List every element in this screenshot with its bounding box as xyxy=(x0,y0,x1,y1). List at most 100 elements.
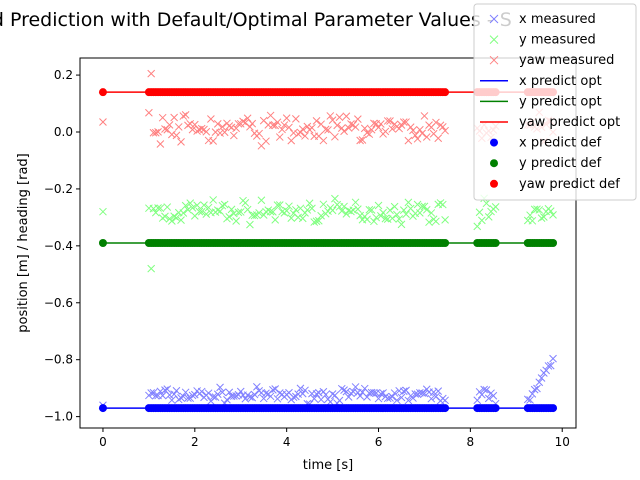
prediction-dot xyxy=(441,404,450,413)
measured-point xyxy=(179,392,188,401)
measured-point xyxy=(287,136,296,145)
prediction-dot xyxy=(98,88,107,97)
measured-point xyxy=(296,128,305,137)
measured-point xyxy=(383,117,392,125)
measured-point xyxy=(156,204,165,213)
measured-point xyxy=(395,124,404,133)
measured-point xyxy=(220,200,229,209)
measured-point xyxy=(427,209,436,217)
measured-point xyxy=(227,123,236,132)
measured-point xyxy=(526,211,534,220)
measured-point xyxy=(411,390,420,398)
measured-point xyxy=(349,206,358,215)
measured-point xyxy=(314,388,323,397)
measured-point xyxy=(397,220,406,229)
measured-point xyxy=(386,117,394,125)
measured-point xyxy=(367,206,376,214)
measured-point xyxy=(363,215,371,224)
measured-point xyxy=(425,218,433,227)
measured-point xyxy=(197,207,206,216)
measured-point xyxy=(202,210,211,218)
measured-point xyxy=(324,207,332,216)
measured-point xyxy=(291,205,300,214)
measured-point xyxy=(349,387,358,396)
measured-point xyxy=(246,122,254,131)
legend-label: y predict def xyxy=(519,156,602,171)
measured-point xyxy=(273,201,282,209)
measured-point xyxy=(177,216,185,224)
measured-point xyxy=(321,390,330,399)
measured-point xyxy=(546,361,555,370)
measured-point xyxy=(172,213,181,222)
measured-point xyxy=(250,390,259,399)
measured-point xyxy=(395,215,404,223)
axes-layer: 0 2 4 6 8 10 −1.0 −0.8 −0.6 −0.4 −0.2 0.0 0.2 xyxy=(44,68,570,449)
measured-point xyxy=(312,217,321,226)
measured-point xyxy=(383,215,392,223)
measured-point xyxy=(335,113,344,122)
measured-point xyxy=(484,213,493,221)
measured-point xyxy=(250,211,259,220)
measured-point xyxy=(156,140,165,148)
measured-point xyxy=(211,128,220,136)
legend-marker xyxy=(489,55,499,65)
measured-point xyxy=(234,208,243,217)
x-tick-label: 2 xyxy=(191,435,199,449)
measured-point xyxy=(379,389,387,397)
prediction-dot xyxy=(549,404,558,413)
measured-point xyxy=(308,204,316,213)
measured-point xyxy=(202,127,211,136)
measured-point xyxy=(156,387,165,396)
y-tick-label: 0.2 xyxy=(54,68,73,82)
measured-point xyxy=(528,216,537,225)
measured-point xyxy=(154,128,162,136)
measured-point xyxy=(193,201,201,210)
measured-point xyxy=(342,210,351,218)
measured-point xyxy=(376,211,385,220)
measured-point xyxy=(314,216,323,225)
measured-point xyxy=(218,201,227,210)
measured-point xyxy=(402,386,410,395)
measured-point xyxy=(266,207,275,216)
measured-point xyxy=(477,216,486,225)
measured-point xyxy=(303,206,312,214)
legend-label: x measured xyxy=(519,12,596,27)
measured-point xyxy=(333,121,342,130)
measured-point xyxy=(331,194,339,203)
measured-point xyxy=(172,131,181,140)
measured-point xyxy=(441,396,449,405)
measured-point xyxy=(388,214,397,223)
measured-point xyxy=(376,120,385,128)
measured-point xyxy=(409,126,417,135)
prediction-dot xyxy=(549,239,558,247)
measured-point xyxy=(269,121,277,130)
measured-point xyxy=(434,387,443,396)
measured-point xyxy=(167,396,176,405)
measured-point xyxy=(218,388,227,397)
measured-point xyxy=(229,209,238,218)
measured-point xyxy=(432,217,440,226)
measured-point xyxy=(220,128,229,137)
measured-point xyxy=(188,125,197,134)
legend-marker xyxy=(490,179,498,188)
measured-point xyxy=(179,112,188,120)
measured-point xyxy=(229,131,238,140)
y-tick-label: −0.8 xyxy=(44,353,73,367)
measured-point xyxy=(340,127,348,136)
measured-point xyxy=(216,383,224,392)
measured-point xyxy=(319,200,328,209)
measured-point xyxy=(413,200,422,209)
measured-point xyxy=(337,124,346,132)
legend-marker xyxy=(489,14,499,24)
measured-point xyxy=(174,395,183,404)
measured-point xyxy=(269,208,277,216)
measured-point xyxy=(353,115,362,123)
measured-point xyxy=(246,220,254,229)
measured-point xyxy=(287,214,296,222)
measured-point xyxy=(434,134,443,143)
measured-point xyxy=(340,386,348,394)
measured-point xyxy=(337,384,346,393)
measured-point xyxy=(473,222,482,231)
measured-point xyxy=(358,136,367,144)
measured-point xyxy=(319,136,328,145)
